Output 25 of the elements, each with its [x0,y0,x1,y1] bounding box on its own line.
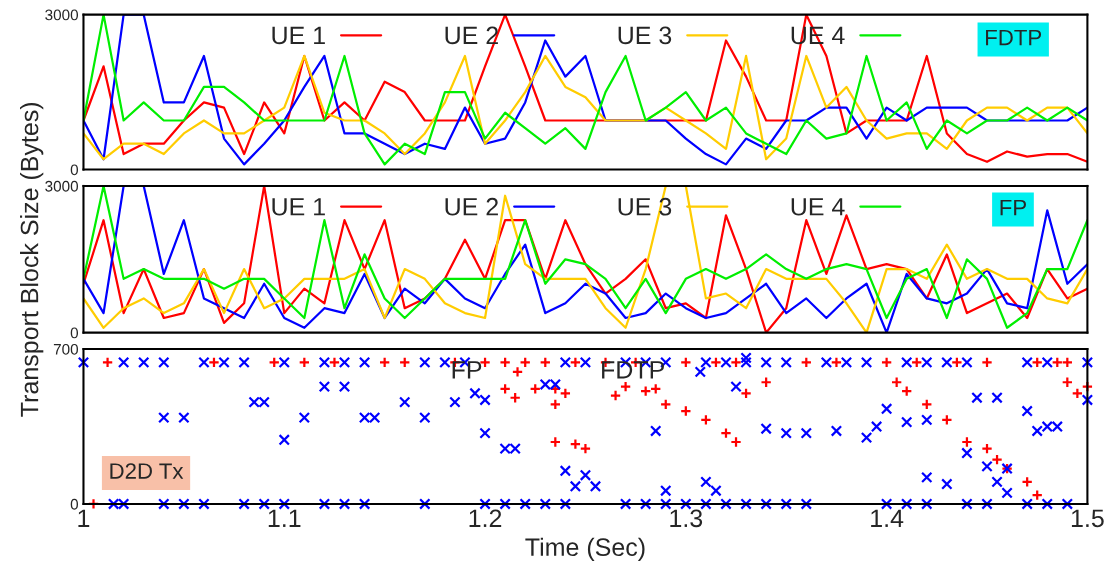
y-tick-label: 700 [53,343,79,355]
x-tick-label: 1.2 [469,509,502,527]
x-axis-title: Time (Sec) [525,537,645,561]
line-series [83,54,1088,161]
y-tick-label: 0 [70,327,79,339]
legend-label: UE 1 [272,26,325,45]
legend-label: UE 2 [445,197,498,216]
legend-label: UE 1 [272,198,325,216]
annotation: FDTP [986,29,1042,46]
x-tick-label: 1.1 [268,509,301,527]
legend-label: UE 3 [618,26,672,45]
x-tick-label: 1 [78,509,90,527]
x-tick-label: 1.5 [1071,509,1104,528]
y-tick-label: 0 [70,164,79,176]
annotation: FP [1000,199,1026,216]
annotation: D2D Tx [110,463,184,479]
legend-label: FP [452,361,482,379]
x-tick-label: 1.3 [670,509,703,528]
legend-label: UE 4 [791,198,845,216]
y-axis-title: Transport Block Size (Bytes) [20,102,44,417]
legend-label: FDTP [602,361,664,379]
y-tick-label: 3000 [45,180,79,192]
y-tick-label: 3000 [45,9,79,21]
x-tick-label: 1.4 [871,509,904,527]
y-tick-label: 0 [70,498,79,510]
